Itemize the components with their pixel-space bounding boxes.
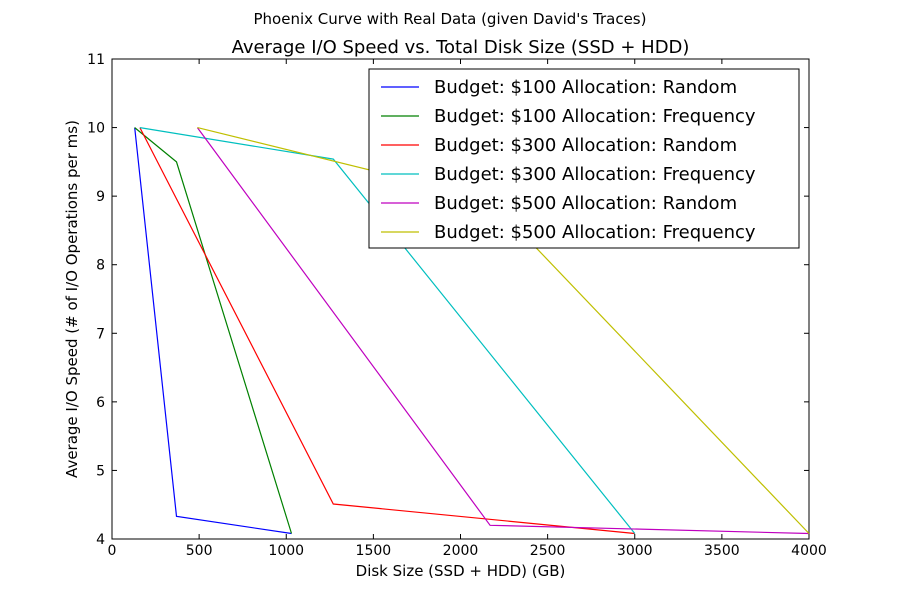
y-tick-label: 4 — [96, 532, 105, 548]
y-tick-label: 8 — [96, 258, 105, 274]
legend-label-2: Budget: $100 Allocation: Frequency — [434, 106, 756, 127]
series-line-2 — [134, 127, 293, 534]
x-tick-label: 4000 — [791, 543, 827, 559]
series-line-1 — [134, 127, 292, 535]
legend-box — [368, 68, 800, 249]
series-line-5 — [196, 127, 810, 535]
x-tick-label: 3000 — [617, 543, 653, 559]
x-tick-label: 3500 — [704, 543, 740, 559]
x-tick-label: 2500 — [530, 543, 566, 559]
y-tick-label: 11 — [87, 52, 105, 68]
figure-suptitle: Phoenix Curve with Real Data (given Davi… — [253, 10, 647, 28]
y-tick-label: 5 — [96, 463, 105, 479]
y-axis-label: Average I/O Speed (# of I/O Operations p… — [63, 120, 81, 478]
legend-label-6: Budget: $500 Allocation: Frequency — [434, 222, 756, 243]
x-tick-label: 2000 — [443, 543, 479, 559]
y-tick-label: 9 — [96, 189, 105, 205]
legend-label-5: Budget: $500 Allocation: Random — [434, 193, 737, 214]
x-axis-label: Disk Size (SSD + HDD) (GB) — [356, 562, 566, 580]
legend-label-4: Budget: $300 Allocation: Frequency — [434, 164, 756, 185]
y-tick-label: 6 — [96, 395, 105, 411]
x-tick-label: 1500 — [356, 543, 392, 559]
chart-title: Average I/O Speed vs. Total Disk Size (S… — [232, 37, 690, 58]
x-tick-label: 1000 — [268, 543, 304, 559]
legend-label-3: Budget: $300 Allocation: Random — [434, 135, 737, 156]
y-tick-label: 7 — [96, 326, 105, 342]
x-tick-label: 0 — [108, 543, 117, 559]
y-tick-label: 10 — [87, 121, 105, 137]
legend-label-1: Budget: $100 Allocation: Random — [434, 77, 737, 98]
series-line-4 — [139, 127, 636, 534]
x-tick-label: 500 — [186, 543, 213, 559]
series-line-3 — [139, 127, 635, 535]
